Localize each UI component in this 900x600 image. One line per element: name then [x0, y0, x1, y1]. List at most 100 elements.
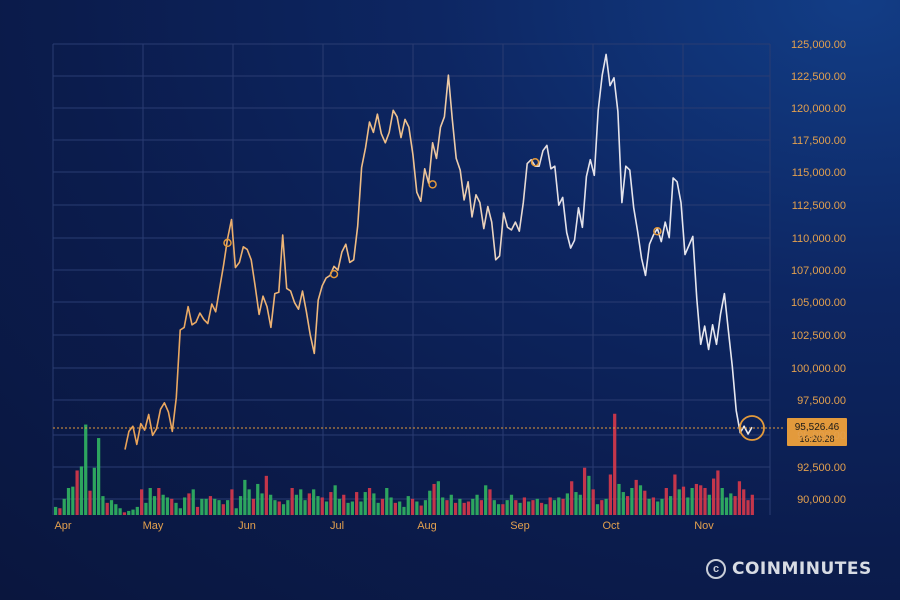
volume-bar: [419, 505, 423, 515]
volume-bar: [694, 483, 699, 515]
volume-bar: [273, 500, 277, 515]
x-tick-label: Aug: [417, 520, 437, 532]
volume-bar: [595, 504, 600, 515]
volume-bar: [496, 504, 501, 515]
volume-bar: [561, 498, 565, 515]
volume-bar: [643, 490, 647, 515]
volume-bar: [415, 501, 419, 515]
volume-bar: [200, 498, 204, 515]
volume-bar: [79, 466, 84, 515]
volume-bar: [488, 489, 492, 515]
volume-bar: [324, 501, 329, 515]
volume-bar: [527, 501, 531, 515]
volume-bar: [221, 504, 225, 515]
volume-bar: [406, 496, 410, 515]
x-tick-label: Apr: [54, 520, 71, 532]
y-tick-label: 97,500.00: [797, 395, 846, 407]
volume-bar: [135, 506, 139, 515]
volume-bar: [539, 502, 544, 515]
volume-bar: [355, 492, 359, 515]
volume-bar: [578, 494, 582, 515]
volume-bar: [320, 497, 324, 515]
volume-bar: [501, 504, 505, 515]
volume-bar: [720, 488, 724, 515]
y-tick-label: 107,000.00: [791, 265, 846, 277]
volume-bar: [484, 485, 488, 515]
volume-bar: [522, 497, 526, 515]
volume-bar: [518, 502, 522, 515]
volume-bar: [178, 508, 182, 515]
volume-bar: [294, 494, 299, 515]
volume-bar: [432, 483, 436, 515]
y-tick-label: 102,500.00: [791, 330, 846, 342]
volume-bar: [88, 490, 92, 515]
volume-bar: [333, 485, 337, 515]
volume-bar: [436, 481, 440, 515]
volume-bar: [376, 502, 380, 515]
volume-bar: [737, 481, 742, 515]
y-tick-label: 100,000.00: [791, 363, 846, 375]
volume-bar: [677, 489, 681, 515]
volume-bar: [247, 489, 251, 515]
volume-bar: [664, 488, 668, 515]
volume-bar: [449, 494, 453, 515]
volume-bar: [746, 500, 750, 515]
volume-bar: [84, 424, 88, 515]
x-tick-label: Nov: [694, 520, 714, 532]
volume-bar: [690, 488, 694, 515]
volume-bar: [600, 500, 604, 515]
brand-logo-icon: c: [706, 559, 726, 579]
current-price-badge: [787, 418, 847, 446]
volume-bar: [651, 497, 656, 515]
price-line: [124, 53, 753, 450]
volume-bar: [363, 492, 367, 515]
volume-bar: [587, 475, 591, 515]
volume-bar: [251, 498, 256, 515]
volume-bar: [97, 438, 101, 515]
volume-bar: [367, 488, 372, 515]
volume-bar: [647, 498, 651, 515]
volume-bar: [707, 494, 711, 515]
volume-bar: [514, 500, 518, 515]
volume-bar: [105, 502, 109, 515]
brand-name: COINMINUTES: [732, 559, 872, 579]
volume-bar: [234, 508, 238, 515]
volume-bar: [264, 475, 268, 515]
y-tick-label: 105,000.00: [791, 297, 846, 309]
volume-bar: [260, 493, 264, 515]
volume-bar: [570, 481, 574, 515]
x-tick-label: Jul: [330, 520, 344, 532]
volume-bar: [54, 506, 58, 515]
volume-bar: [380, 498, 385, 515]
volume-bar: [290, 488, 294, 515]
volume-bar: [630, 488, 634, 515]
volume-bar: [337, 498, 342, 515]
volume-bar: [716, 470, 720, 515]
volume-bar: [428, 490, 432, 515]
volume-bar: [724, 497, 729, 515]
volume-bar: [174, 502, 178, 515]
volume-bar: [195, 506, 200, 515]
volume-bar: [462, 502, 466, 515]
volume-bar: [346, 502, 350, 515]
y-tick-label: 115,000.00: [792, 167, 846, 179]
volume-bar: [118, 508, 122, 515]
volume-bar: [226, 500, 230, 515]
volume-bar: [613, 413, 617, 515]
volume-bar: [71, 486, 75, 515]
volume-bar: [402, 506, 406, 515]
annotation-marker: [329, 269, 339, 279]
volume-bar: [458, 498, 462, 515]
y-tick-label: 92,500.00: [797, 462, 846, 474]
volume-bar: [591, 489, 595, 515]
volume-bar: [66, 488, 71, 515]
volume-bar: [230, 489, 234, 515]
volume-bar: [625, 496, 630, 515]
volume-bar: [582, 467, 587, 515]
volume-bar: [398, 501, 402, 515]
volume-bar: [423, 500, 428, 515]
volume-bar: [187, 493, 191, 515]
volume-bar: [668, 496, 673, 515]
annotation-markers: [223, 158, 662, 279]
